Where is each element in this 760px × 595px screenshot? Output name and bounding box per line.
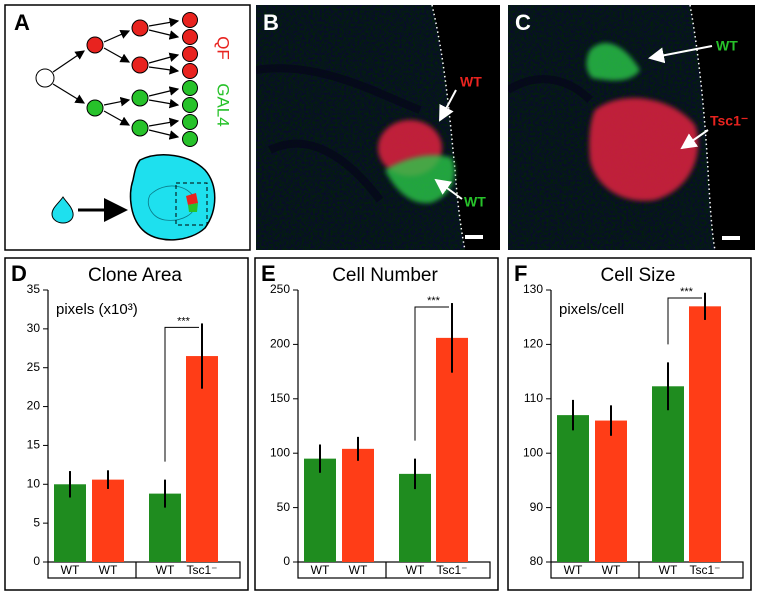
wt-label: WT xyxy=(464,194,486,210)
panel-a: A QF GAL4 xyxy=(4,4,251,251)
panel-frame xyxy=(4,4,251,251)
significance-bracket xyxy=(164,326,199,462)
panel-label: A xyxy=(14,10,30,35)
bar xyxy=(436,337,468,562)
x-tick-label: WT xyxy=(349,563,368,577)
y-tick-label: 120 xyxy=(523,337,543,351)
significance-label: *** xyxy=(427,295,441,307)
bar xyxy=(652,386,684,562)
y-tick-label: 110 xyxy=(524,391,543,405)
zoom-box xyxy=(175,182,208,226)
x-tick-label: WT xyxy=(602,563,621,577)
y-tick-label: 15 xyxy=(27,438,41,452)
y-tick-label: 20 xyxy=(27,399,41,413)
significance-label: *** xyxy=(680,286,694,298)
category-axis xyxy=(47,561,241,579)
panel-frame xyxy=(4,257,249,591)
x-tick-label: WT xyxy=(61,563,80,577)
panel-b xyxy=(256,5,500,250)
bar xyxy=(689,306,721,562)
panel-label: D xyxy=(11,261,27,286)
chart-title: Clone Area xyxy=(88,265,182,286)
y-tick-label: 100 xyxy=(523,445,543,459)
y-tick-label: 150 xyxy=(270,391,290,405)
mutant-label: Tsc1⁻ xyxy=(710,113,748,129)
y-tick-label: 250 xyxy=(270,282,290,296)
x-tick-label: Tsc1⁻ xyxy=(689,563,720,577)
x-tick-label: Tsc1⁻ xyxy=(436,563,467,577)
y-tick-label: 200 xyxy=(270,337,290,351)
chart-title: Cell Size xyxy=(601,265,676,286)
y-tick-label: 90 xyxy=(530,500,544,514)
bar xyxy=(92,479,124,562)
chart-title: Cell Number xyxy=(332,265,438,286)
y-tick-label: 80 xyxy=(530,554,544,568)
x-tick-label: WT xyxy=(564,563,583,577)
y-tick-label: 130 xyxy=(523,282,543,296)
x-tick-label: WT xyxy=(311,563,330,577)
unit-label: pixels (x10³) xyxy=(56,301,138,318)
panel-label: E xyxy=(261,261,276,286)
significance-bracket xyxy=(667,297,702,345)
green-clone xyxy=(188,203,198,212)
bar xyxy=(304,458,336,562)
qf-label: QF xyxy=(214,36,233,60)
y-tick-label: 35 xyxy=(27,282,41,296)
y-tick-label: 10 xyxy=(27,476,41,490)
bar xyxy=(595,420,627,562)
y-tick-label: 0 xyxy=(33,554,40,568)
panel-label: C xyxy=(515,10,531,35)
lineage-cells xyxy=(35,12,198,147)
panel-c xyxy=(508,5,755,250)
wing-disc xyxy=(129,154,216,241)
y-tick-label: 0 xyxy=(283,554,290,568)
panel-label: F xyxy=(514,261,527,286)
panel-frame xyxy=(507,257,752,591)
y-tick-label: 5 xyxy=(33,515,40,529)
y-tick-label: 25 xyxy=(27,360,41,374)
category-axis xyxy=(297,561,491,579)
bar xyxy=(557,415,589,562)
x-tick-label: Tsc1⁻ xyxy=(186,563,217,577)
y-tick-label: 50 xyxy=(277,500,291,514)
x-tick-label: WT xyxy=(406,563,425,577)
x-tick-label: WT xyxy=(659,563,678,577)
significance-bracket xyxy=(414,306,449,441)
significance-label: *** xyxy=(177,315,191,327)
wt-label: WT xyxy=(716,38,738,54)
gal4-label: GAL4 xyxy=(214,83,233,126)
y-tick-label: 100 xyxy=(270,445,290,459)
y-tick-label: 30 xyxy=(27,321,41,335)
category-axis xyxy=(550,561,744,579)
x-tick-label: WT xyxy=(156,563,175,577)
bar xyxy=(186,356,218,562)
x-tick-label: WT xyxy=(99,563,118,577)
lineage-arrows xyxy=(52,17,180,140)
unit-label: pixels/cell xyxy=(559,301,624,318)
wt-label: WT xyxy=(460,74,482,90)
droplet xyxy=(51,196,74,224)
red-clone xyxy=(186,193,198,205)
panel-frame xyxy=(254,257,499,591)
bar xyxy=(342,448,374,562)
panel-label: B xyxy=(263,10,279,35)
